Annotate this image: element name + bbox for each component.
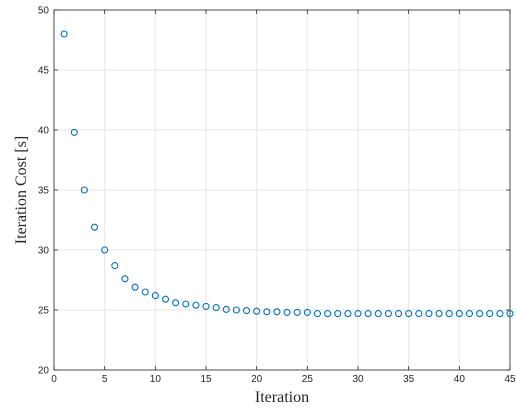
data-points xyxy=(60,30,514,318)
y-tick-label: 30 xyxy=(38,246,50,257)
data-point xyxy=(435,310,443,318)
data-point xyxy=(202,302,210,310)
y-tick-label: 35 xyxy=(38,186,50,197)
axes xyxy=(53,9,511,371)
data-point xyxy=(80,186,88,194)
data-point xyxy=(273,308,281,316)
data-point xyxy=(111,262,119,270)
data-point xyxy=(192,301,200,309)
x-tick-label: 30 xyxy=(352,374,364,385)
data-point xyxy=(445,310,453,318)
x-tick-label: 5 xyxy=(102,374,108,385)
data-point xyxy=(354,310,362,318)
data-point xyxy=(486,310,494,318)
data-point xyxy=(70,128,78,136)
y-tick-label: 40 xyxy=(38,126,50,137)
x-tick-label: 20 xyxy=(251,374,263,385)
data-point xyxy=(60,30,68,38)
data-point xyxy=(242,307,251,315)
data-point xyxy=(283,308,291,316)
data-point xyxy=(415,310,423,318)
data-point xyxy=(263,308,271,316)
data-point xyxy=(506,310,514,318)
data-point xyxy=(303,308,311,316)
data-point xyxy=(324,310,332,318)
data-point xyxy=(405,310,413,318)
data-point xyxy=(101,246,109,254)
x-tick-label: 40 xyxy=(454,374,466,385)
data-point xyxy=(121,275,129,283)
y-axis-label: Iteration Cost [s] xyxy=(13,136,30,244)
x-tick-label: 25 xyxy=(302,374,314,385)
x-axis-label: Iteration xyxy=(255,389,309,406)
data-point xyxy=(141,288,149,296)
y-tick-label: 25 xyxy=(38,306,50,317)
data-point xyxy=(172,299,180,307)
data-point xyxy=(384,310,392,318)
y-tick-label: 50 xyxy=(38,6,50,17)
data-point xyxy=(313,310,322,318)
data-point xyxy=(344,310,352,318)
data-point xyxy=(496,310,504,318)
data-point xyxy=(232,306,240,314)
data-point xyxy=(425,310,433,318)
data-point xyxy=(334,310,342,318)
data-point xyxy=(394,310,403,318)
x-tick-label: 45 xyxy=(504,374,516,385)
data-point xyxy=(476,310,484,318)
data-point xyxy=(455,310,463,318)
data-point xyxy=(151,292,159,300)
y-tick-label: 45 xyxy=(38,66,50,77)
x-tick-label: 10 xyxy=(150,374,162,385)
data-point xyxy=(131,283,139,291)
data-point xyxy=(90,223,99,231)
data-point xyxy=(212,304,220,312)
data-point xyxy=(182,300,190,308)
data-point xyxy=(161,295,170,303)
data-point xyxy=(222,305,230,313)
data-point xyxy=(374,310,382,318)
data-point xyxy=(465,310,474,318)
x-tick-label: 0 xyxy=(51,374,57,385)
y-tick-label: 20 xyxy=(38,366,50,377)
x-tick-label: 35 xyxy=(403,374,415,385)
x-tick-label: 15 xyxy=(200,374,212,385)
data-point xyxy=(253,307,261,315)
data-point xyxy=(293,308,301,316)
data-point xyxy=(364,310,372,318)
tick-labels: 0 5 10 15 20 25 30 35 40 45 20 25 30 35 40 45 50 xyxy=(38,6,516,386)
